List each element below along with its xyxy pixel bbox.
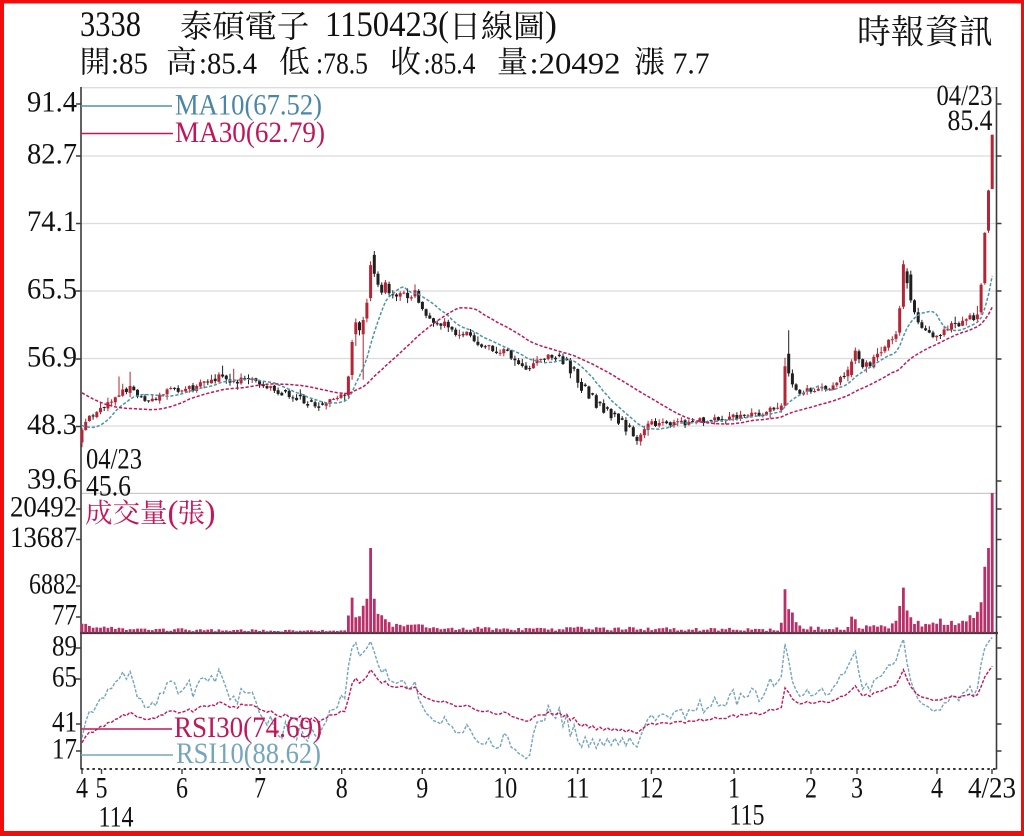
svg-text:4: 4 xyxy=(931,772,943,805)
svg-text:85.4: 85.4 xyxy=(948,104,993,137)
svg-text:82.7: 82.7 xyxy=(27,138,77,171)
svg-text:45.6: 45.6 xyxy=(86,470,131,503)
svg-text:04/23: 04/23 xyxy=(937,79,993,112)
svg-text:65: 65 xyxy=(52,661,77,694)
svg-text::78.5: :78.5 xyxy=(316,46,368,81)
svg-text:4: 4 xyxy=(76,772,88,805)
svg-text:(: ( xyxy=(168,495,179,531)
svg-text:10: 10 xyxy=(493,772,517,805)
svg-text:04/23: 04/23 xyxy=(86,443,142,476)
svg-text:11: 11 xyxy=(566,772,590,805)
svg-text:115: 115 xyxy=(730,799,765,832)
svg-text:): ) xyxy=(205,495,216,531)
svg-text::20492: :20492 xyxy=(530,46,621,81)
svg-text:56.9: 56.9 xyxy=(27,341,77,374)
svg-text:7: 7 xyxy=(254,772,266,805)
svg-text:RSI30(74.69): RSI30(74.69) xyxy=(174,711,322,744)
svg-text:77: 77 xyxy=(52,599,77,632)
svg-text:20492: 20492 xyxy=(10,491,77,524)
svg-text:12: 12 xyxy=(639,772,663,805)
svg-text:): ) xyxy=(545,4,557,44)
svg-text:5: 5 xyxy=(96,772,108,805)
svg-text:6882: 6882 xyxy=(29,568,77,601)
svg-text::85.4: :85.4 xyxy=(424,46,476,81)
svg-text:91.4: 91.4 xyxy=(27,86,77,119)
svg-text:13687: 13687 xyxy=(10,521,77,554)
svg-text:39.6: 39.6 xyxy=(27,463,77,496)
svg-text:2: 2 xyxy=(805,772,817,805)
svg-text:3: 3 xyxy=(851,772,863,805)
svg-text:89: 89 xyxy=(52,630,77,663)
svg-text:17: 17 xyxy=(52,733,77,766)
svg-text:3338: 3338 xyxy=(80,4,141,44)
svg-text:7.7: 7.7 xyxy=(673,46,710,81)
svg-text:41: 41 xyxy=(52,706,77,739)
svg-text:6: 6 xyxy=(176,772,188,805)
svg-text:1: 1 xyxy=(728,772,740,805)
svg-text:114: 114 xyxy=(99,801,134,834)
svg-text:1150423(: 1150423( xyxy=(325,4,449,44)
svg-text:MA30(62.79): MA30(62.79) xyxy=(175,116,325,149)
svg-text:9: 9 xyxy=(416,772,428,805)
svg-text::85: :85 xyxy=(111,46,148,81)
svg-text:74.1: 74.1 xyxy=(27,205,77,238)
svg-text::85.4: :85.4 xyxy=(199,46,257,81)
svg-text:65.5: 65.5 xyxy=(27,273,77,306)
svg-text:MA10(67.52): MA10(67.52) xyxy=(175,89,322,122)
svg-text:4/23: 4/23 xyxy=(968,772,1016,805)
svg-text:48.3: 48.3 xyxy=(27,408,77,441)
svg-text:8: 8 xyxy=(336,772,348,805)
svg-text:RSI10(88.62): RSI10(88.62) xyxy=(176,737,321,770)
